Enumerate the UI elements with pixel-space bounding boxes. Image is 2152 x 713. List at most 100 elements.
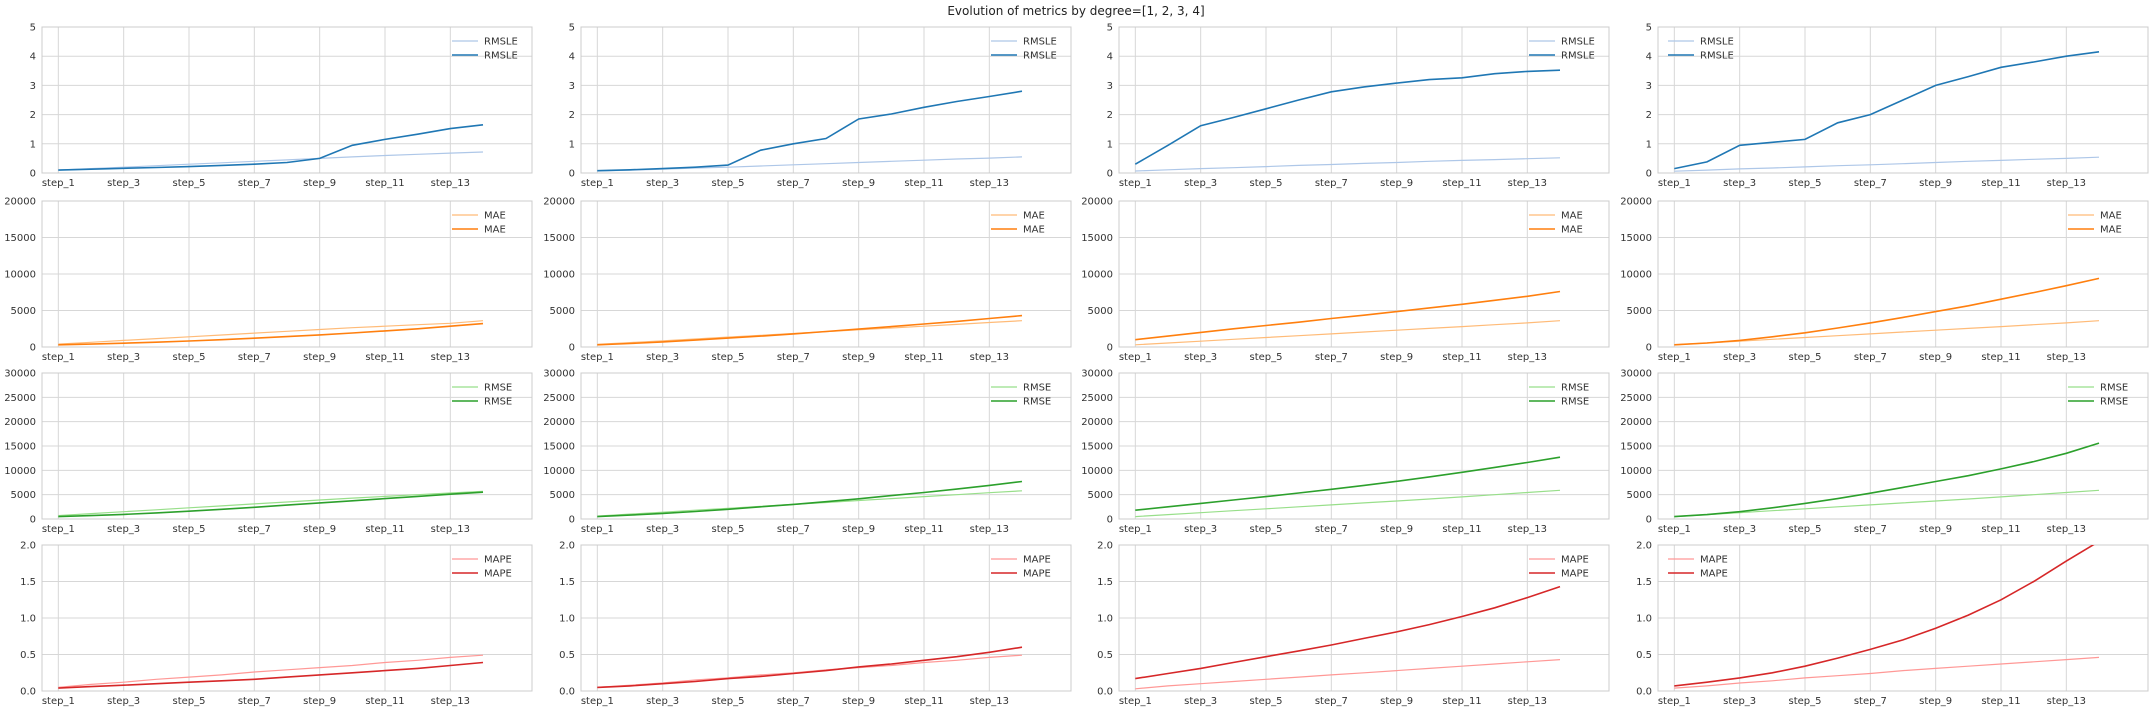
x-tick-label: step_5 (173, 178, 206, 189)
legend-label: MAPE (484, 569, 512, 580)
x-tick-label: step_9 (303, 352, 336, 363)
x-tick-label: step_9 (842, 696, 875, 707)
legend-label: MAE (2100, 225, 2122, 236)
x-tick-label: step_7 (777, 524, 810, 535)
y-tick-label: 15000 (1620, 233, 1652, 244)
y-tick-label: 1.5 (1636, 577, 1652, 588)
y-tick-label: 0 (30, 515, 36, 526)
y-tick-label: 0 (1107, 343, 1113, 354)
x-tick-label: step_3 (646, 524, 679, 535)
x-tick-label: step_1 (1658, 524, 1691, 535)
y-tick-label: 30000 (1620, 369, 1652, 380)
axes-frame (41, 544, 533, 692)
y-tick-label: 1.0 (20, 614, 36, 625)
legend-label: MAE (1561, 225, 1583, 236)
x-tick-label: step_5 (1250, 178, 1283, 189)
y-tick-label: 30000 (4, 369, 36, 380)
series-line-rmse-2 (1674, 442, 2100, 518)
y-tick-label: 10000 (1081, 270, 1113, 281)
y-tick-label: 20000 (1620, 417, 1652, 428)
x-tick-label: step_9 (1380, 352, 1413, 363)
y-tick-label: 3 (30, 81, 36, 92)
y-tick-label: 2 (30, 110, 36, 121)
legend-label: RMSLE (1700, 37, 1734, 48)
y-tick-label: 15000 (1620, 442, 1652, 453)
legend-label: MAPE (1561, 555, 1589, 566)
subplot-r0-c0: 0 1 2 3 4 5 step_1 step_3 step_5 step_7 step_9 step… (30, 23, 533, 189)
legend-label: RMSE (2100, 383, 2128, 394)
x-tick-label: step_11 (904, 696, 943, 707)
y-tick-label: 5000 (11, 306, 36, 317)
x-tick-label: step_13 (970, 352, 1009, 363)
y-tick-label: 10000 (543, 270, 575, 281)
x-tick-label: step_13 (970, 696, 1009, 707)
y-tick-label: 25000 (4, 393, 36, 404)
y-tick-label: 0 (1107, 169, 1113, 180)
x-tick-label: step_3 (1184, 524, 1217, 535)
series-line-mae-2 (1674, 277, 2100, 346)
x-tick-label: step_3 (1184, 178, 1217, 189)
y-tick-label: 2.0 (559, 541, 575, 552)
x-tick-label: step_11 (365, 696, 404, 707)
x-tick-label: step_1 (42, 524, 75, 535)
x-tick-label: step_7 (1854, 524, 1887, 535)
y-tick-label: 5000 (11, 490, 36, 501)
x-tick-label: step_3 (107, 178, 140, 189)
subplot-r2-c3: 0 5000 10000 15000 20000 25000 30000 step_1 step… (1620, 369, 2149, 535)
axes-frame (1118, 200, 1610, 348)
legend-label: RMSLE (1561, 37, 1595, 48)
legend-label: RMSE (484, 383, 512, 394)
x-tick-label: step_7 (777, 178, 810, 189)
x-tick-label: step_7 (1854, 178, 1887, 189)
series-line-mape-1 (58, 654, 484, 688)
y-tick-label: 2 (1107, 110, 1113, 121)
x-tick-label: step_3 (1723, 696, 1756, 707)
series-line-rmsle-2 (58, 124, 484, 171)
y-tick-label: 0.0 (1097, 687, 1113, 698)
y-tick-label: 0 (1646, 343, 1652, 354)
x-tick-label: step_7 (1854, 352, 1887, 363)
y-tick-label: 10000 (543, 466, 575, 477)
y-tick-label: 3 (569, 81, 575, 92)
y-tick-label: 1.0 (559, 614, 575, 625)
subplot-r2-c1: 0 5000 10000 15000 20000 25000 30000 step_1 step… (543, 369, 1072, 535)
y-tick-label: 5000 (550, 306, 575, 317)
x-tick-label: step_5 (1789, 696, 1822, 707)
x-tick-label: step_9 (1380, 696, 1413, 707)
y-tick-label: 5000 (1627, 490, 1652, 501)
y-tick-label: 4 (569, 52, 575, 63)
y-tick-label: 25000 (1081, 393, 1113, 404)
series-line-rmsle-1 (1135, 157, 1561, 172)
x-tick-label: step_13 (431, 524, 470, 535)
x-tick-label: step_9 (842, 352, 875, 363)
x-tick-label: step_9 (1380, 524, 1413, 535)
y-tick-label: 1.0 (1097, 614, 1113, 625)
series-line-rmse-1 (58, 490, 484, 517)
series-line-rmse-2 (1135, 456, 1561, 511)
axes-frame (580, 544, 1072, 692)
figure-title: Evolution of metrics by degree=[1, 2, 3,… (947, 4, 1205, 18)
x-tick-label: step_7 (1315, 352, 1348, 363)
y-tick-label: 15000 (1081, 442, 1113, 453)
x-tick-label: step_9 (1919, 178, 1952, 189)
y-tick-label: 0.5 (1097, 650, 1113, 661)
legend-label: RMSLE (1023, 51, 1057, 62)
x-tick-label: step_3 (107, 352, 140, 363)
y-tick-label: 4 (1107, 52, 1113, 63)
axes-frame (1118, 544, 1610, 692)
y-tick-label: 5000 (1088, 490, 1113, 501)
x-tick-label: step_13 (431, 696, 470, 707)
x-tick-label: step_3 (646, 352, 679, 363)
x-tick-label: step_11 (1981, 696, 2020, 707)
y-tick-label: 5000 (1088, 306, 1113, 317)
x-tick-label: step_5 (1250, 524, 1283, 535)
y-tick-label: 1 (1646, 139, 1652, 150)
y-tick-label: 15000 (1081, 233, 1113, 244)
y-tick-label: 5000 (550, 490, 575, 501)
y-tick-label: 15000 (543, 233, 575, 244)
x-tick-label: step_3 (1723, 352, 1756, 363)
y-tick-label: 5 (1107, 23, 1113, 34)
y-tick-label: 0 (1107, 515, 1113, 526)
